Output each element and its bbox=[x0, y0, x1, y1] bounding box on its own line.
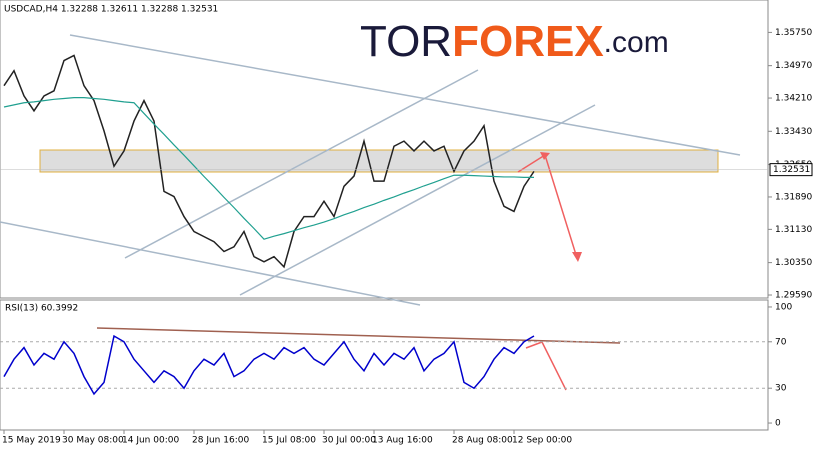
x-tick-label: 30 May 08:00 bbox=[62, 436, 124, 446]
x-tick-label: 28 Jun 16:00 bbox=[192, 436, 249, 446]
y-tick-label: 1.31130 bbox=[775, 225, 812, 235]
x-tick-label: 14 Jun 00:00 bbox=[122, 436, 179, 446]
trend-line bbox=[0, 221, 421, 306]
y-tick-label: 0 bbox=[775, 419, 781, 429]
rsi-panel bbox=[0, 299, 769, 431]
y-tick-label: 1.33430 bbox=[775, 127, 812, 137]
y-tick-label: 100 bbox=[775, 302, 792, 312]
y-tick-label: 1.34210 bbox=[775, 94, 812, 104]
x-tick-label: 15 Jul 08:00 bbox=[262, 436, 316, 446]
y-tick-label: 70 bbox=[775, 337, 787, 347]
series-line bbox=[3, 97, 534, 240]
trend-line bbox=[69, 34, 741, 156]
rsi-forecast-arrow bbox=[525, 341, 567, 391]
logo-part: FOREX bbox=[452, 17, 604, 66]
x-tick-label: 28 Aug 08:00 bbox=[452, 436, 513, 446]
logo: TORFOREX.com bbox=[360, 17, 669, 66]
arrow-head bbox=[572, 252, 582, 262]
x-tick-label: 15 May 2019 bbox=[2, 436, 61, 446]
series-line bbox=[3, 334, 535, 396]
y-tick-label: 1.35750 bbox=[775, 28, 812, 38]
channel-line bbox=[239, 104, 596, 296]
y-tick-label: 30 bbox=[775, 384, 787, 394]
x-tick-label: 13 Aug 16:00 bbox=[372, 436, 433, 446]
logo-part: .com bbox=[604, 26, 669, 59]
y-tick-label: 1.30350 bbox=[775, 258, 812, 268]
channel-line bbox=[124, 69, 479, 259]
y-tick-label: 1.34970 bbox=[775, 61, 812, 71]
chart-title: USDCAD,H4 1.32288 1.32611 1.32288 1.3253… bbox=[4, 5, 218, 15]
rsi-trend-line bbox=[96, 327, 621, 344]
x-tick-label: 12 Sep 00:00 bbox=[512, 436, 572, 446]
last-price-label: 1.32531 bbox=[773, 165, 810, 175]
y-tick-label: 1.31890 bbox=[775, 192, 812, 202]
last-price-box bbox=[769, 163, 813, 177]
arrow-head bbox=[540, 152, 550, 160]
resistance-zone bbox=[39, 149, 719, 173]
y-tick-label: 1.29590 bbox=[775, 291, 812, 301]
rsi-title: RSI(13) 60.3992 bbox=[5, 304, 78, 314]
x-tick-label: 30 Jul 00:00 bbox=[322, 436, 376, 446]
logo-part: TOR bbox=[360, 17, 452, 66]
